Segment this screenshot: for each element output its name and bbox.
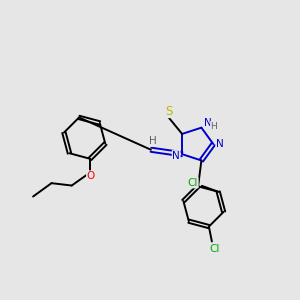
Text: Cl: Cl [188, 178, 198, 188]
Text: N: N [204, 118, 212, 128]
Text: H: H [148, 136, 156, 146]
Text: Cl: Cl [210, 244, 220, 254]
Text: H: H [211, 122, 217, 131]
Text: N: N [172, 151, 180, 161]
Text: N: N [216, 139, 224, 149]
Text: S: S [165, 104, 172, 118]
Text: O: O [87, 171, 95, 181]
